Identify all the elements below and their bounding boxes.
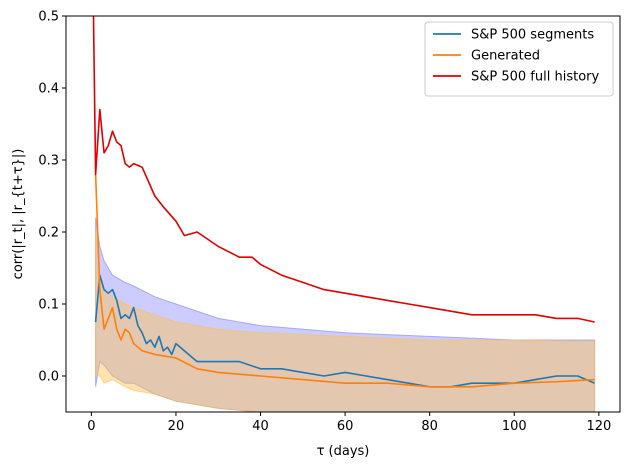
band-generated <box>95 231 596 412</box>
legend: S&P 500 segments Generated S&P 500 full hi… <box>424 21 614 97</box>
y-tick-label: 0.2 <box>38 226 59 241</box>
legend-label-sp-500-full-history: S&P 500 full history <box>471 70 599 85</box>
y-axis-label: corr(|r_t|, |r_{t+τ}|) <box>11 149 26 280</box>
x-tick-label: 80 <box>421 419 438 434</box>
y-tick-label: 0.3 <box>38 154 59 169</box>
legend-label-generated: Generated <box>471 49 540 64</box>
y-axis-ticks: 0.0 0.1 0.2 0.3 0.4 0.5 <box>38 10 66 385</box>
x-tick-label: 60 <box>337 419 354 434</box>
y-tick-label: 0.0 <box>38 370 59 385</box>
x-tick-label: 100 <box>502 419 527 434</box>
confidence-bands <box>95 217 596 412</box>
line-sp-500-full-history <box>92 16 595 323</box>
plot-frame <box>65 15 621 413</box>
band-sp-500-segments <box>95 217 596 412</box>
x-axis-ticks: 0 20 40 60 80 100 120 <box>87 412 611 434</box>
series-lines <box>92 16 595 388</box>
line-sp-500-segments <box>94 274 595 388</box>
y-tick-label: 0.4 <box>38 82 59 97</box>
line-generated <box>94 174 595 388</box>
y-tick-label: 0.5 <box>38 10 59 25</box>
legend-label-sp-500-segments: S&P 500 segments <box>471 28 594 43</box>
x-tick-label: 40 <box>252 419 269 434</box>
legend-box <box>424 21 614 97</box>
y-tick-label: 0.1 <box>38 298 59 313</box>
x-axis-label: τ (days) <box>317 444 370 459</box>
x-tick-label: 120 <box>586 419 611 434</box>
x-tick-label: 0 <box>87 419 95 434</box>
x-tick-label: 20 <box>168 419 185 434</box>
